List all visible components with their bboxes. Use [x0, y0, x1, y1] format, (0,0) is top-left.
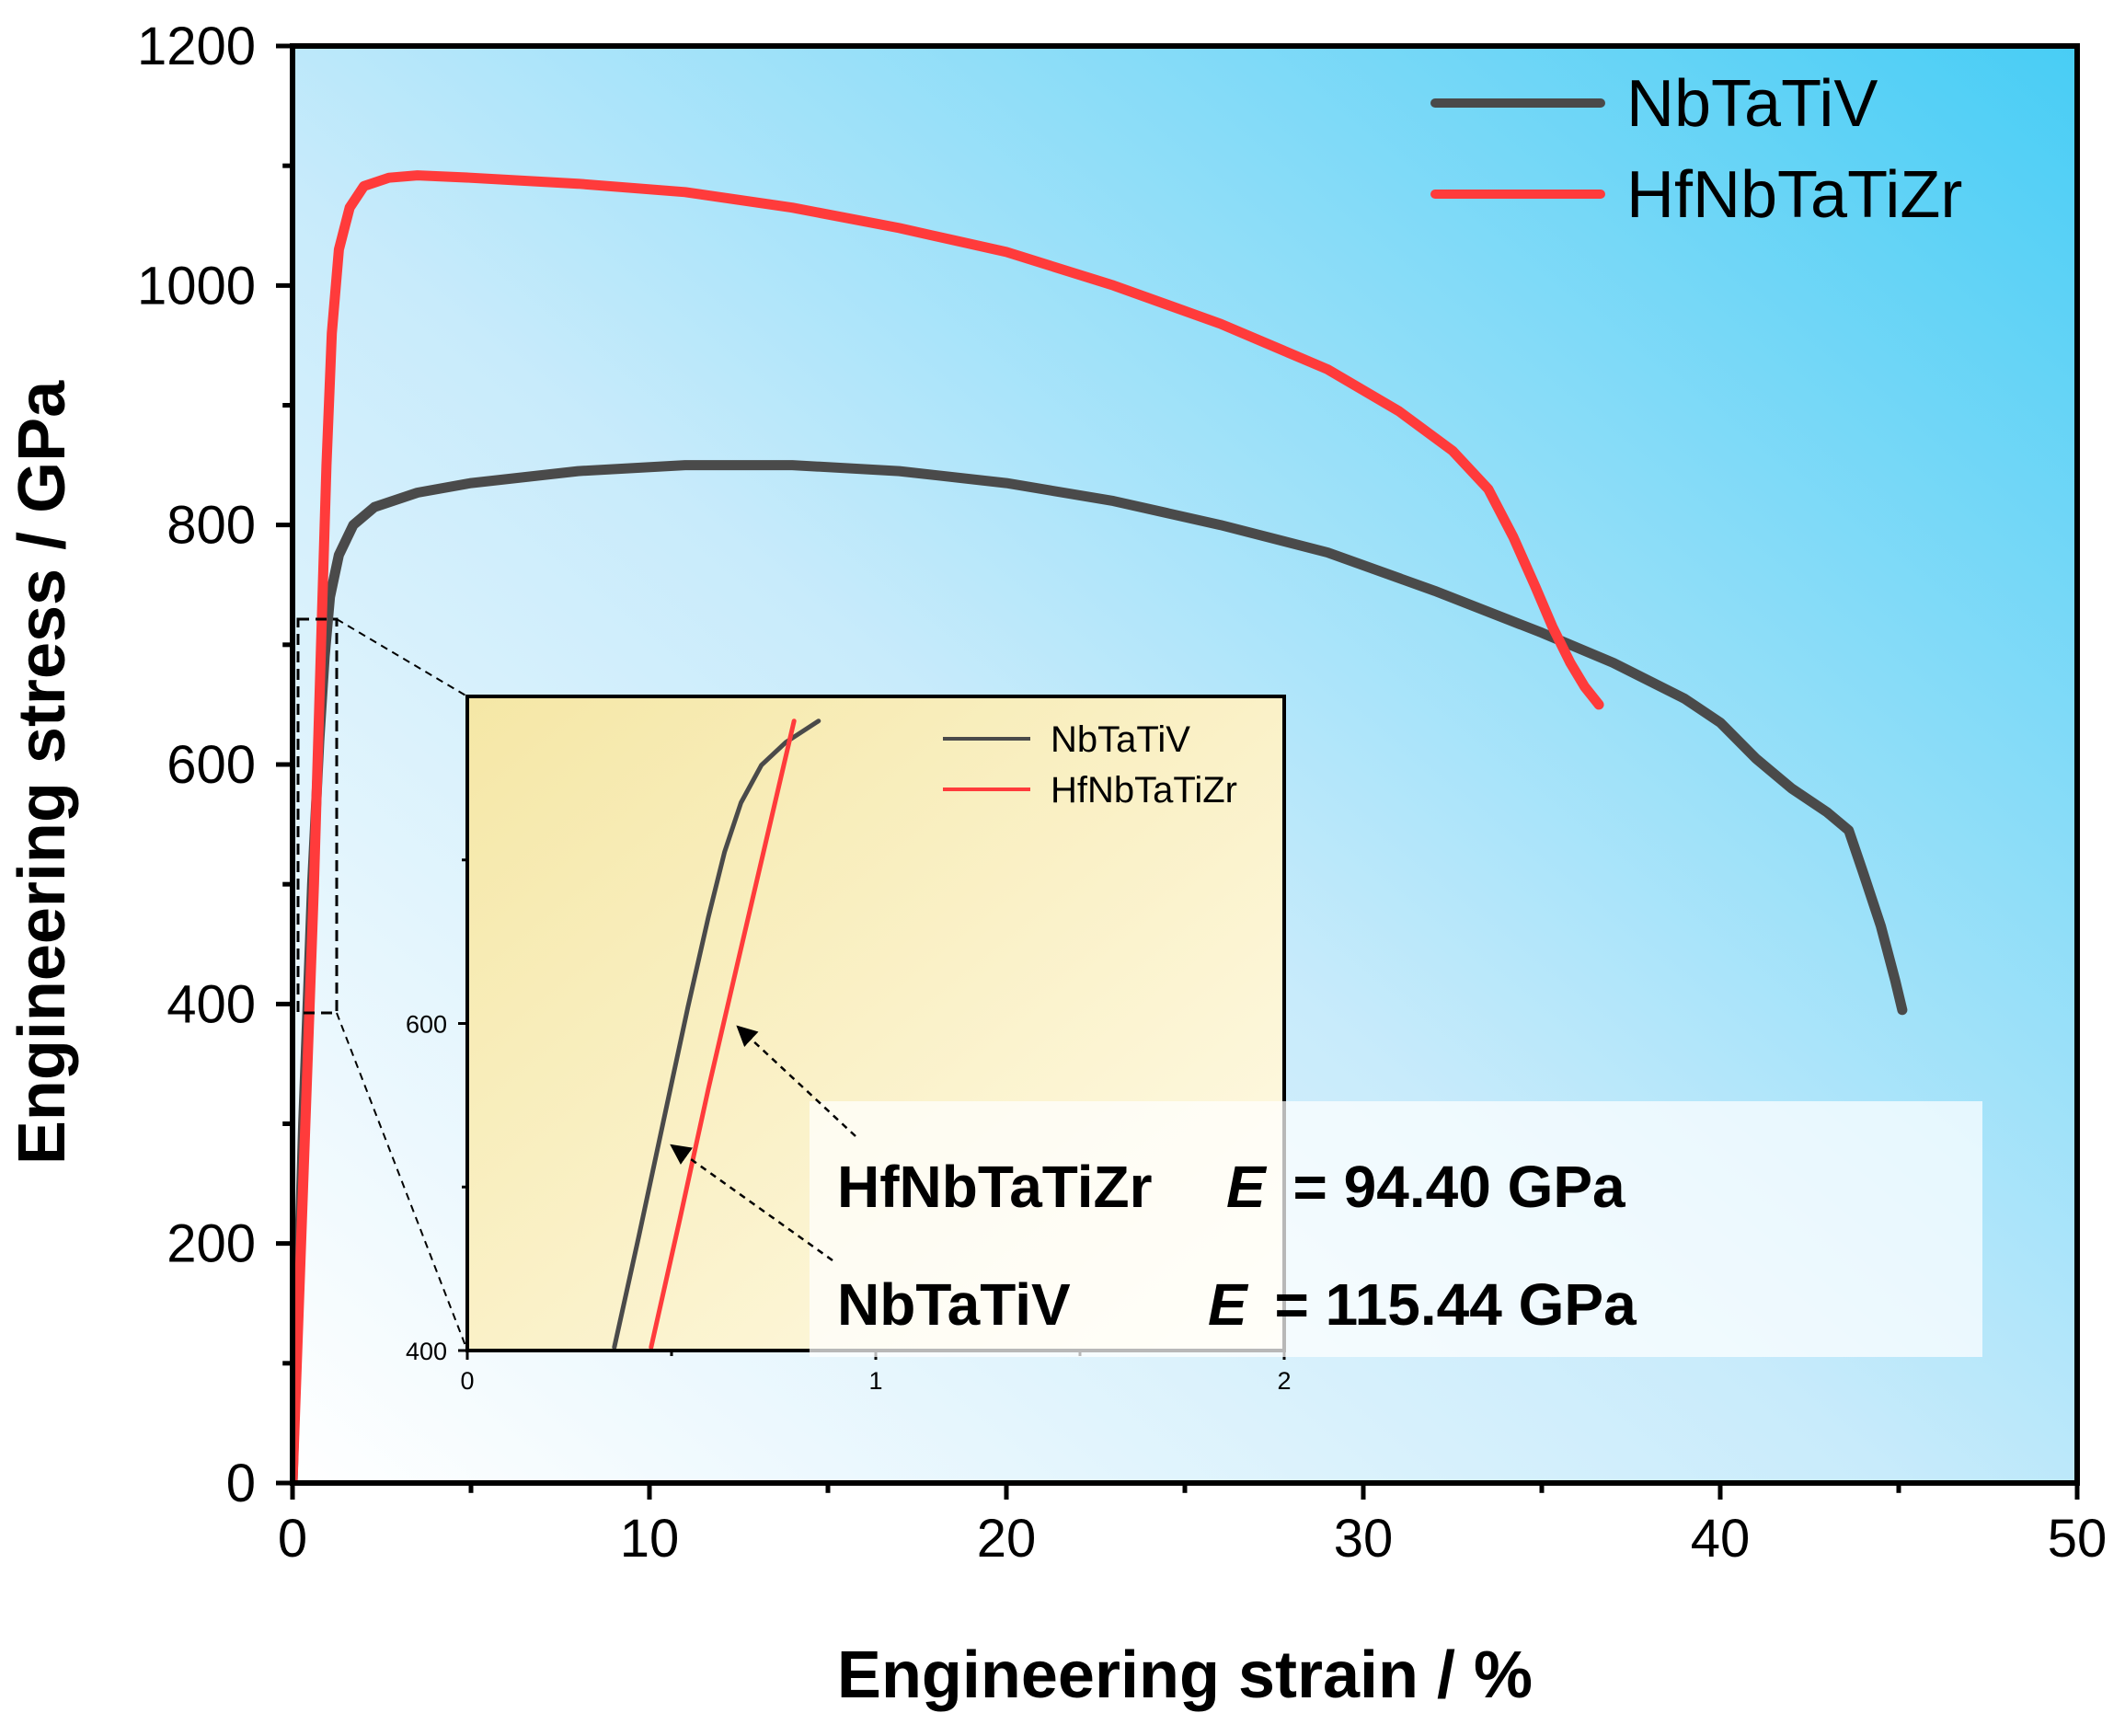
y-tick-label-1: 600 [406, 1011, 447, 1039]
main-plot-frame [290, 43, 2080, 1486]
series-line-hfnbtatizr [649, 719, 797, 1350]
inset-legend-label-hfnbtatizr: HfNbTaTiZr [1051, 770, 1237, 811]
main-series-group [293, 170, 1908, 1483]
zoom-connector-bottom [336, 1012, 468, 1351]
y-tick-label-3: 600 [167, 735, 256, 795]
annotation-arrow-nbtativ [670, 1144, 833, 1262]
x-tick-label-2: 20 [977, 1509, 1037, 1569]
x-tick-label-3: 30 [1334, 1509, 1394, 1569]
x-tick-label-0: 0 [460, 1367, 474, 1395]
annotation-arrow-hfnbtatizr [736, 1025, 856, 1137]
main-legend: NbTaTiV HfNbTaTiZr [1430, 67, 1962, 232]
annotation-nbtativ-symbol: E [1208, 1271, 1249, 1338]
series-line-nbtativ [293, 460, 1908, 1483]
series-line-nbtativ [612, 719, 821, 1350]
annotation-nbtativ: NbTaTiV E = 115.44 GPa [837, 1271, 1637, 1338]
y-tick-label-1: 200 [167, 1214, 256, 1274]
zoom-region-indicator [296, 617, 468, 1351]
annotation-nbtativ-label: NbTaTiV [837, 1271, 1071, 1338]
zoom-region-box [296, 617, 339, 1015]
modulus-annotation-box [810, 1101, 1982, 1357]
inset-series-group [612, 719, 821, 1350]
x-tick-label-1: 1 [868, 1367, 882, 1395]
x-tick-label-2: 2 [1277, 1367, 1291, 1395]
legend-label-hfnbtatizr: HfNbTaTiZr [1626, 158, 1962, 232]
inset-tick-labels: 0 1 2 400 600 [406, 1011, 1292, 1396]
y-tick-label-0: 400 [406, 1338, 447, 1365]
annotation-hfnbtatizr-symbol: E [1226, 1154, 1268, 1220]
x-tick-label-5: 50 [2048, 1509, 2108, 1569]
y-tick-label-4: 800 [167, 496, 256, 556]
legend-label-nbtativ: NbTaTiV [1626, 67, 1878, 141]
y-tick-label-6: 1200 [137, 17, 256, 76]
y-tick-label-0: 0 [226, 1454, 256, 1513]
inset-legend-label-nbtativ: NbTaTiV [1051, 719, 1190, 760]
annotation-hfnbtatizr: HfNbTaTiZr E = 94.40 GPa [837, 1154, 1625, 1220]
x-tick-label-0: 0 [278, 1509, 307, 1569]
annotation-hfnbtatizr-label: HfNbTaTiZr [837, 1154, 1153, 1220]
annotation-nbtativ-value: = 115.44 GPa [1274, 1271, 1637, 1338]
x-tick-label-1: 10 [620, 1509, 680, 1569]
series-line-hfnbtatizr [293, 170, 1604, 1483]
x-axis-title: Engineering strain / % [837, 1638, 1533, 1712]
annotation-hfnbtatizr-value: = 94.40 GPa [1292, 1154, 1625, 1220]
y-tick-label-2: 400 [167, 974, 256, 1034]
y-tick-label-5: 1000 [137, 256, 256, 316]
x-tick-label-4: 40 [1691, 1509, 1751, 1569]
y-axis-title: Engineering stress / GPa [6, 380, 79, 1165]
inset-legend: NbTaTiV HfNbTaTiZr [943, 719, 1237, 811]
